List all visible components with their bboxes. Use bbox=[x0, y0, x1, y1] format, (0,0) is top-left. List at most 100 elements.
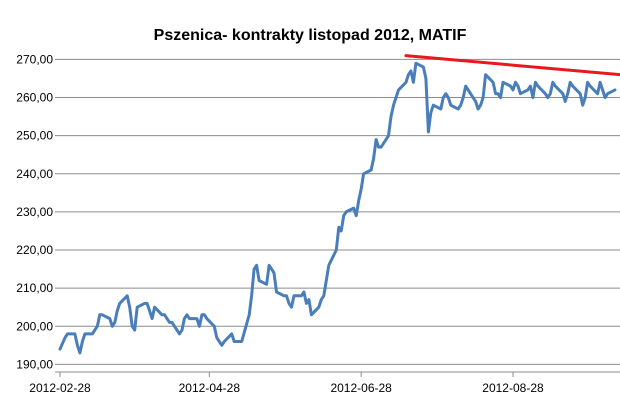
data-point bbox=[485, 74, 487, 76]
data-point bbox=[231, 333, 233, 335]
data-point bbox=[537, 85, 539, 87]
data-point bbox=[320, 299, 322, 301]
data-point bbox=[552, 81, 554, 83]
data-point bbox=[136, 306, 138, 308]
data-point bbox=[442, 97, 444, 99]
data-point bbox=[589, 85, 591, 87]
data-point bbox=[509, 85, 512, 87]
data-point bbox=[467, 89, 469, 91]
data-point bbox=[241, 340, 243, 343]
data-point bbox=[114, 321, 116, 323]
data-point bbox=[465, 85, 467, 87]
data-point bbox=[91, 333, 93, 335]
data-point bbox=[569, 81, 571, 83]
data-point bbox=[275, 291, 278, 293]
data-point bbox=[427, 131, 429, 133]
data-point bbox=[323, 295, 325, 297]
data-point bbox=[181, 329, 183, 331]
data-point bbox=[101, 314, 103, 316]
data-point bbox=[201, 314, 203, 316]
data-point bbox=[482, 97, 484, 99]
data-point bbox=[188, 318, 190, 320]
data-point bbox=[462, 97, 464, 99]
data-point bbox=[572, 85, 574, 87]
data-point bbox=[126, 295, 128, 297]
data-point bbox=[360, 188, 362, 190]
data-point bbox=[178, 333, 181, 335]
data-point bbox=[305, 302, 307, 304]
y-tick-label: 240,00 bbox=[16, 167, 53, 181]
data-point bbox=[154, 306, 156, 308]
data-point bbox=[161, 314, 163, 316]
data-point bbox=[338, 226, 340, 228]
data-point bbox=[221, 344, 223, 346]
data-point bbox=[343, 215, 345, 217]
data-point bbox=[355, 215, 357, 217]
data-point bbox=[119, 302, 121, 304]
data-point bbox=[512, 89, 514, 91]
y-tick-label: 190,00 bbox=[16, 357, 53, 371]
data-point bbox=[502, 81, 504, 83]
data-point bbox=[475, 100, 477, 102]
data-point bbox=[378, 146, 380, 148]
data-point bbox=[447, 97, 449, 99]
data-point bbox=[567, 93, 569, 95]
data-point bbox=[549, 93, 551, 95]
data-point bbox=[395, 97, 397, 99]
data-point bbox=[168, 321, 171, 323]
data-point bbox=[318, 306, 320, 308]
data-point bbox=[375, 138, 377, 141]
data-point bbox=[579, 93, 581, 95]
data-point bbox=[310, 314, 312, 316]
data-point bbox=[266, 283, 268, 285]
data-point bbox=[290, 306, 293, 308]
data-point bbox=[517, 85, 519, 87]
x-tick-label: 2012-08-28 bbox=[482, 381, 544, 395]
data-point bbox=[534, 81, 537, 83]
y-axis-tick-labels: 190,00 200,00 210,00 220,00 230,00 240,00 250,… bbox=[16, 52, 53, 371]
series-line-0 bbox=[58, 61, 617, 355]
data-point bbox=[273, 272, 275, 274]
data-point bbox=[450, 104, 452, 106]
data-point bbox=[59, 348, 61, 350]
data-point bbox=[387, 135, 390, 137]
y-tick-label: 260,00 bbox=[16, 91, 53, 105]
data-point bbox=[358, 199, 360, 202]
data-point bbox=[66, 333, 69, 335]
x-axis-tick-labels: 2012-02-28 2012-04-28 2012-06-28 2012-08-28 bbox=[29, 372, 544, 395]
data-point bbox=[233, 340, 235, 343]
data-point bbox=[129, 306, 131, 308]
data-point bbox=[532, 97, 534, 99]
data-point bbox=[248, 314, 250, 316]
data-point bbox=[412, 81, 414, 83]
data-point bbox=[271, 268, 273, 270]
y-tick-label: 230,00 bbox=[16, 205, 53, 219]
chart-title: Pszenica- kontrakty listopad 2012, MATIF bbox=[154, 27, 467, 44]
data-point bbox=[328, 264, 330, 266]
data-point bbox=[109, 318, 111, 320]
data-point bbox=[554, 85, 556, 87]
data-point bbox=[131, 325, 133, 327]
data-point bbox=[602, 89, 604, 91]
data-point bbox=[171, 321, 173, 323]
data-point bbox=[198, 325, 200, 327]
data-point bbox=[253, 268, 255, 270]
data-point bbox=[407, 74, 409, 76]
x-tick-label: 2012-06-28 bbox=[330, 381, 392, 395]
data-point bbox=[562, 93, 564, 95]
y-tick-label: 200,00 bbox=[16, 319, 53, 333]
data-point bbox=[196, 318, 198, 320]
data-point bbox=[547, 97, 549, 99]
data-point bbox=[587, 81, 589, 83]
data-point bbox=[415, 62, 417, 64]
data-point bbox=[79, 352, 81, 354]
data-point bbox=[480, 104, 482, 106]
data-point bbox=[325, 279, 327, 282]
data-point bbox=[514, 81, 517, 83]
data-point bbox=[564, 100, 566, 102]
data-point bbox=[288, 302, 290, 304]
trendline bbox=[404, 54, 620, 77]
data-point bbox=[206, 318, 208, 320]
data-point bbox=[529, 85, 532, 87]
